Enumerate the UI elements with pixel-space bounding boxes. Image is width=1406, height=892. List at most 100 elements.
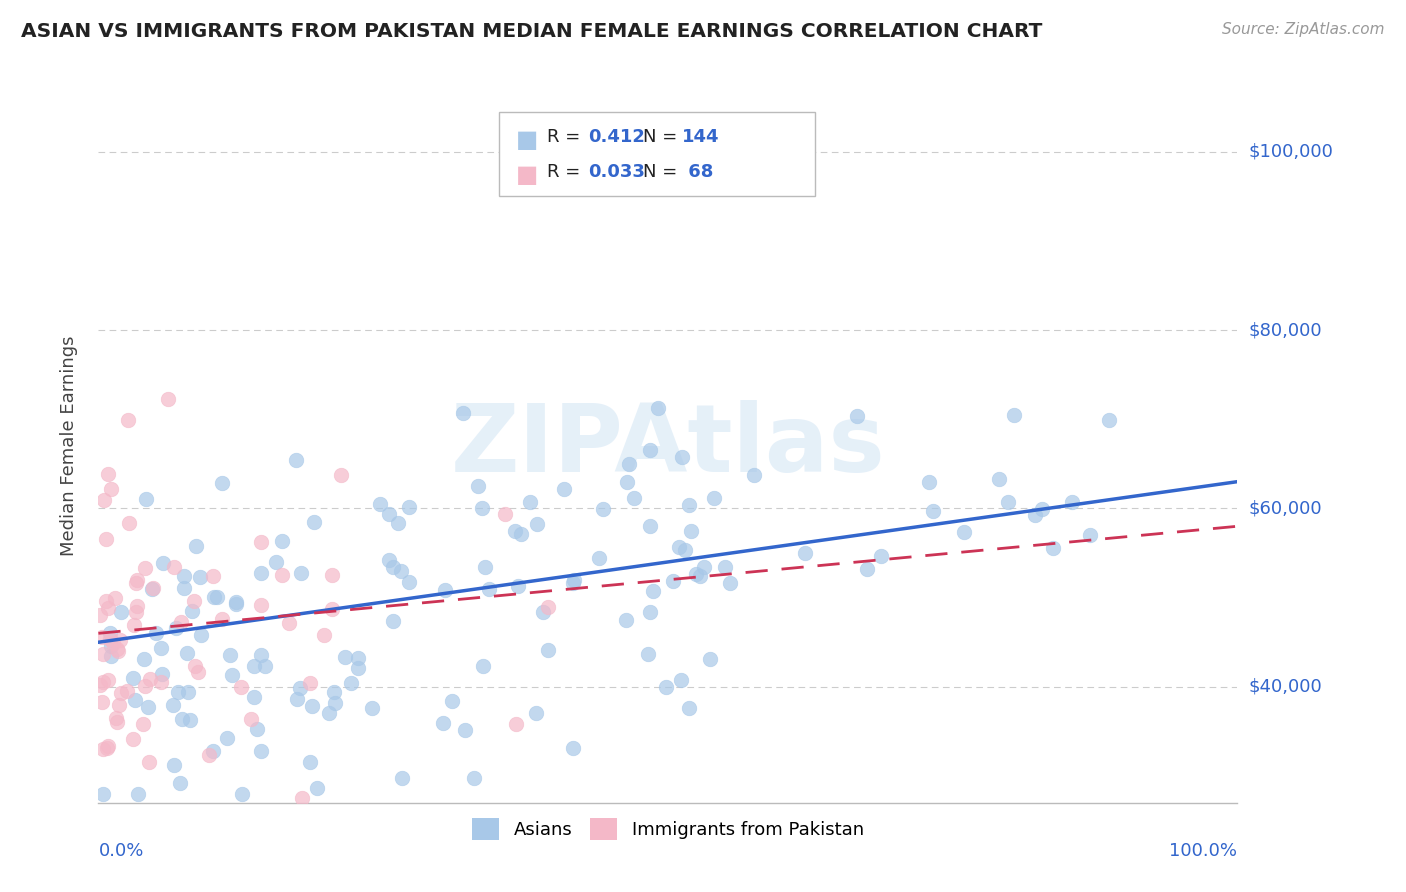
- Point: [184, 659, 207, 673]
- Point: [382, 614, 405, 628]
- Point: [218, 648, 240, 662]
- Point: [163, 559, 186, 574]
- Point: [333, 650, 356, 665]
- Point: [391, 772, 413, 786]
- Point: [204, 590, 226, 604]
- Point: [197, 747, 219, 762]
- Point: [661, 574, 683, 589]
- Point: [122, 618, 145, 632]
- Point: [1098, 413, 1121, 427]
- Point: [172, 712, 194, 726]
- Point: [188, 570, 211, 584]
- Point: [856, 562, 879, 576]
- Point: [94, 532, 117, 546]
- Point: [285, 453, 308, 467]
- Point: [562, 740, 585, 755]
- Point: [678, 499, 700, 513]
- Point: [124, 693, 146, 707]
- Point: [714, 560, 737, 574]
- Point: [110, 632, 132, 647]
- Point: [673, 543, 696, 558]
- Point: [125, 576, 148, 591]
- Point: [669, 673, 692, 687]
- Text: $100,000: $100,000: [1249, 143, 1333, 161]
- Text: ■: ■: [516, 163, 538, 187]
- Point: [150, 675, 173, 690]
- Point: [94, 594, 117, 608]
- Point: [134, 561, 156, 575]
- Point: [176, 646, 198, 660]
- Point: [91, 675, 114, 690]
- Point: [641, 584, 664, 599]
- Point: [110, 605, 132, 619]
- Point: [205, 590, 228, 604]
- Point: [250, 648, 273, 662]
- Point: [157, 392, 180, 407]
- Text: 0.033: 0.033: [588, 163, 644, 181]
- Point: [142, 581, 165, 595]
- Point: [323, 685, 346, 699]
- Point: [104, 711, 127, 725]
- Point: [638, 519, 661, 533]
- Point: [699, 652, 721, 666]
- Point: [312, 628, 335, 642]
- Point: [668, 540, 690, 554]
- Point: [239, 712, 262, 726]
- Point: [561, 575, 583, 590]
- Point: [494, 507, 516, 521]
- Point: [918, 475, 941, 489]
- Point: [588, 550, 610, 565]
- Point: [671, 450, 693, 465]
- Point: [321, 602, 343, 616]
- Point: [93, 647, 115, 661]
- Text: N =: N =: [643, 163, 682, 181]
- Point: [98, 625, 121, 640]
- Point: [647, 401, 669, 416]
- Point: [250, 566, 273, 580]
- Point: [988, 473, 1011, 487]
- Point: [141, 582, 163, 596]
- Text: ■: ■: [516, 128, 538, 152]
- Point: [637, 647, 659, 661]
- Text: ZIPAtlas: ZIPAtlas: [450, 400, 886, 492]
- Point: [89, 608, 111, 623]
- Point: [225, 597, 247, 611]
- Point: [104, 591, 127, 606]
- Point: [149, 640, 172, 655]
- Text: R =: R =: [547, 163, 586, 181]
- Point: [742, 467, 765, 482]
- Point: [389, 564, 412, 578]
- Point: [454, 723, 477, 738]
- Point: [640, 605, 662, 619]
- Point: [329, 468, 352, 483]
- Point: [377, 507, 399, 521]
- Point: [471, 501, 494, 516]
- Point: [243, 658, 266, 673]
- Point: [118, 516, 141, 531]
- Point: [117, 412, 139, 426]
- Point: [231, 787, 253, 801]
- Point: [139, 673, 162, 687]
- Point: [478, 582, 501, 597]
- Y-axis label: Median Female Earnings: Median Female Earnings: [59, 335, 77, 557]
- Point: [177, 685, 200, 699]
- Point: [398, 575, 420, 590]
- Point: [242, 690, 264, 704]
- Point: [125, 599, 148, 613]
- Legend: Asians, Immigrants from Pakistan: Asians, Immigrants from Pakistan: [464, 811, 872, 847]
- Point: [288, 681, 311, 695]
- Point: [108, 698, 131, 712]
- Point: [553, 483, 575, 497]
- Point: [91, 741, 114, 756]
- Point: [1078, 528, 1101, 542]
- Text: $60,000: $60,000: [1249, 500, 1322, 517]
- Point: [122, 672, 145, 686]
- Point: [152, 556, 174, 570]
- Point: [368, 497, 391, 511]
- Text: 144: 144: [682, 128, 720, 145]
- Point: [101, 636, 124, 650]
- Point: [264, 555, 287, 569]
- Point: [183, 594, 205, 608]
- Point: [186, 539, 208, 553]
- Point: [187, 665, 209, 680]
